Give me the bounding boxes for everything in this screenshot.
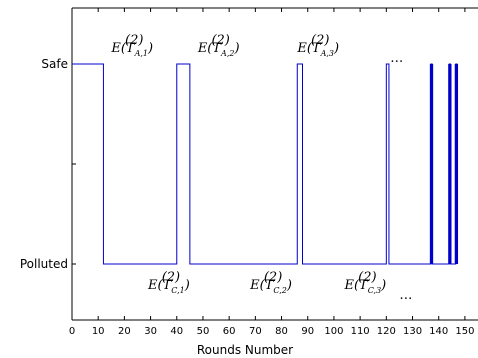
annotation-polluted: E(TC,3)(2) <box>343 270 386 295</box>
annotation-polluted-text: E(TC,2) <box>249 278 292 295</box>
annotation-polluted: E(TC,1)(2) <box>147 270 190 295</box>
x-tick-label: 50 <box>197 326 210 337</box>
x-tick-label: 20 <box>118 326 131 337</box>
annotation-polluted-sup: (2) <box>264 270 282 285</box>
x-tick-label: 130 <box>403 326 422 337</box>
x-tick-label: 10 <box>92 326 105 337</box>
x-tick-label: 90 <box>301 326 314 337</box>
plot-annotations: E(TA,1)(2)E(TA,2)(2)E(TA,3)(2)E(TC,1)(2)… <box>110 33 412 303</box>
x-tick-label: 40 <box>170 326 183 337</box>
annotation-safe-sup: (2) <box>125 33 143 48</box>
series-line <box>72 63 458 265</box>
y-tick-label: Polluted <box>20 257 68 271</box>
x-axis-title: Rounds Number <box>197 343 293 357</box>
annotation-safe-sup: (2) <box>311 33 329 48</box>
x-tick-label: 110 <box>351 326 370 337</box>
annotation-safe-text: E(TA,2) <box>197 41 240 58</box>
x-tick-label: 30 <box>144 326 157 337</box>
annotation-safe: E(TA,1)(2) <box>110 33 153 58</box>
annotation-polluted-sup: (2) <box>162 270 180 285</box>
x-tick-label: 140 <box>429 326 448 337</box>
annotation-polluted: E(TC,2)(2) <box>249 270 292 295</box>
ellipsis-polluted: … <box>399 288 412 303</box>
annotation-safe-text: E(TA,1) <box>110 41 153 58</box>
x-tick-label: 100 <box>324 326 343 337</box>
annotation-polluted-text: E(TC,1) <box>147 278 190 295</box>
x-tick-label: 150 <box>455 326 474 337</box>
ellipsis-safe: … <box>390 51 403 66</box>
x-tick-label: 80 <box>275 326 288 337</box>
annotation-safe: E(TA,2)(2) <box>197 33 240 58</box>
plot-axes: 0 10 20 30 40 50 60 70 80 90 100 110 120 130 140 150 Pol… <box>20 7 478 337</box>
y-tick-label: Safe <box>41 57 68 71</box>
x-tick-label: 60 <box>223 326 236 337</box>
x-tick-label: 70 <box>249 326 262 337</box>
annotation-polluted-sup: (2) <box>358 270 376 285</box>
plot-series <box>72 63 459 265</box>
x-tick-label: 120 <box>377 326 396 337</box>
annotation-safe-text: E(TA,3) <box>296 41 339 58</box>
annotation-polluted-text: E(TC,3) <box>343 278 386 295</box>
annotation-safe: E(TA,3)(2) <box>296 33 339 58</box>
annotation-safe-sup: (2) <box>211 33 229 48</box>
x-tick-label: 0 <box>69 326 75 337</box>
